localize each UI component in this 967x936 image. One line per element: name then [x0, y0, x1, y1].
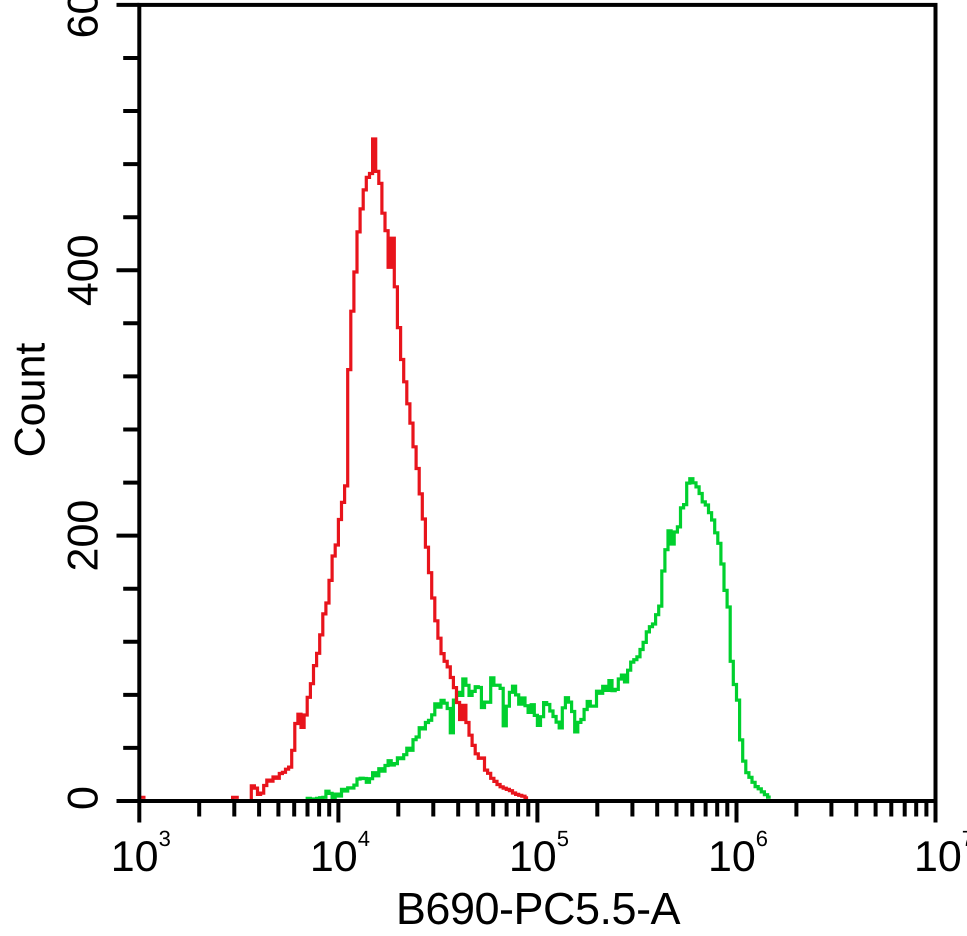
svg-text:400: 400	[60, 234, 108, 306]
svg-text:0: 0	[60, 786, 108, 810]
svg-text:200: 200	[60, 500, 108, 572]
svg-text:107: 107	[914, 826, 967, 881]
svg-text:B690-PC5.5-A: B690-PC5.5-A	[396, 883, 681, 931]
svg-text:Count: Count	[7, 343, 55, 458]
svg-text:600: 600	[60, 0, 108, 38]
